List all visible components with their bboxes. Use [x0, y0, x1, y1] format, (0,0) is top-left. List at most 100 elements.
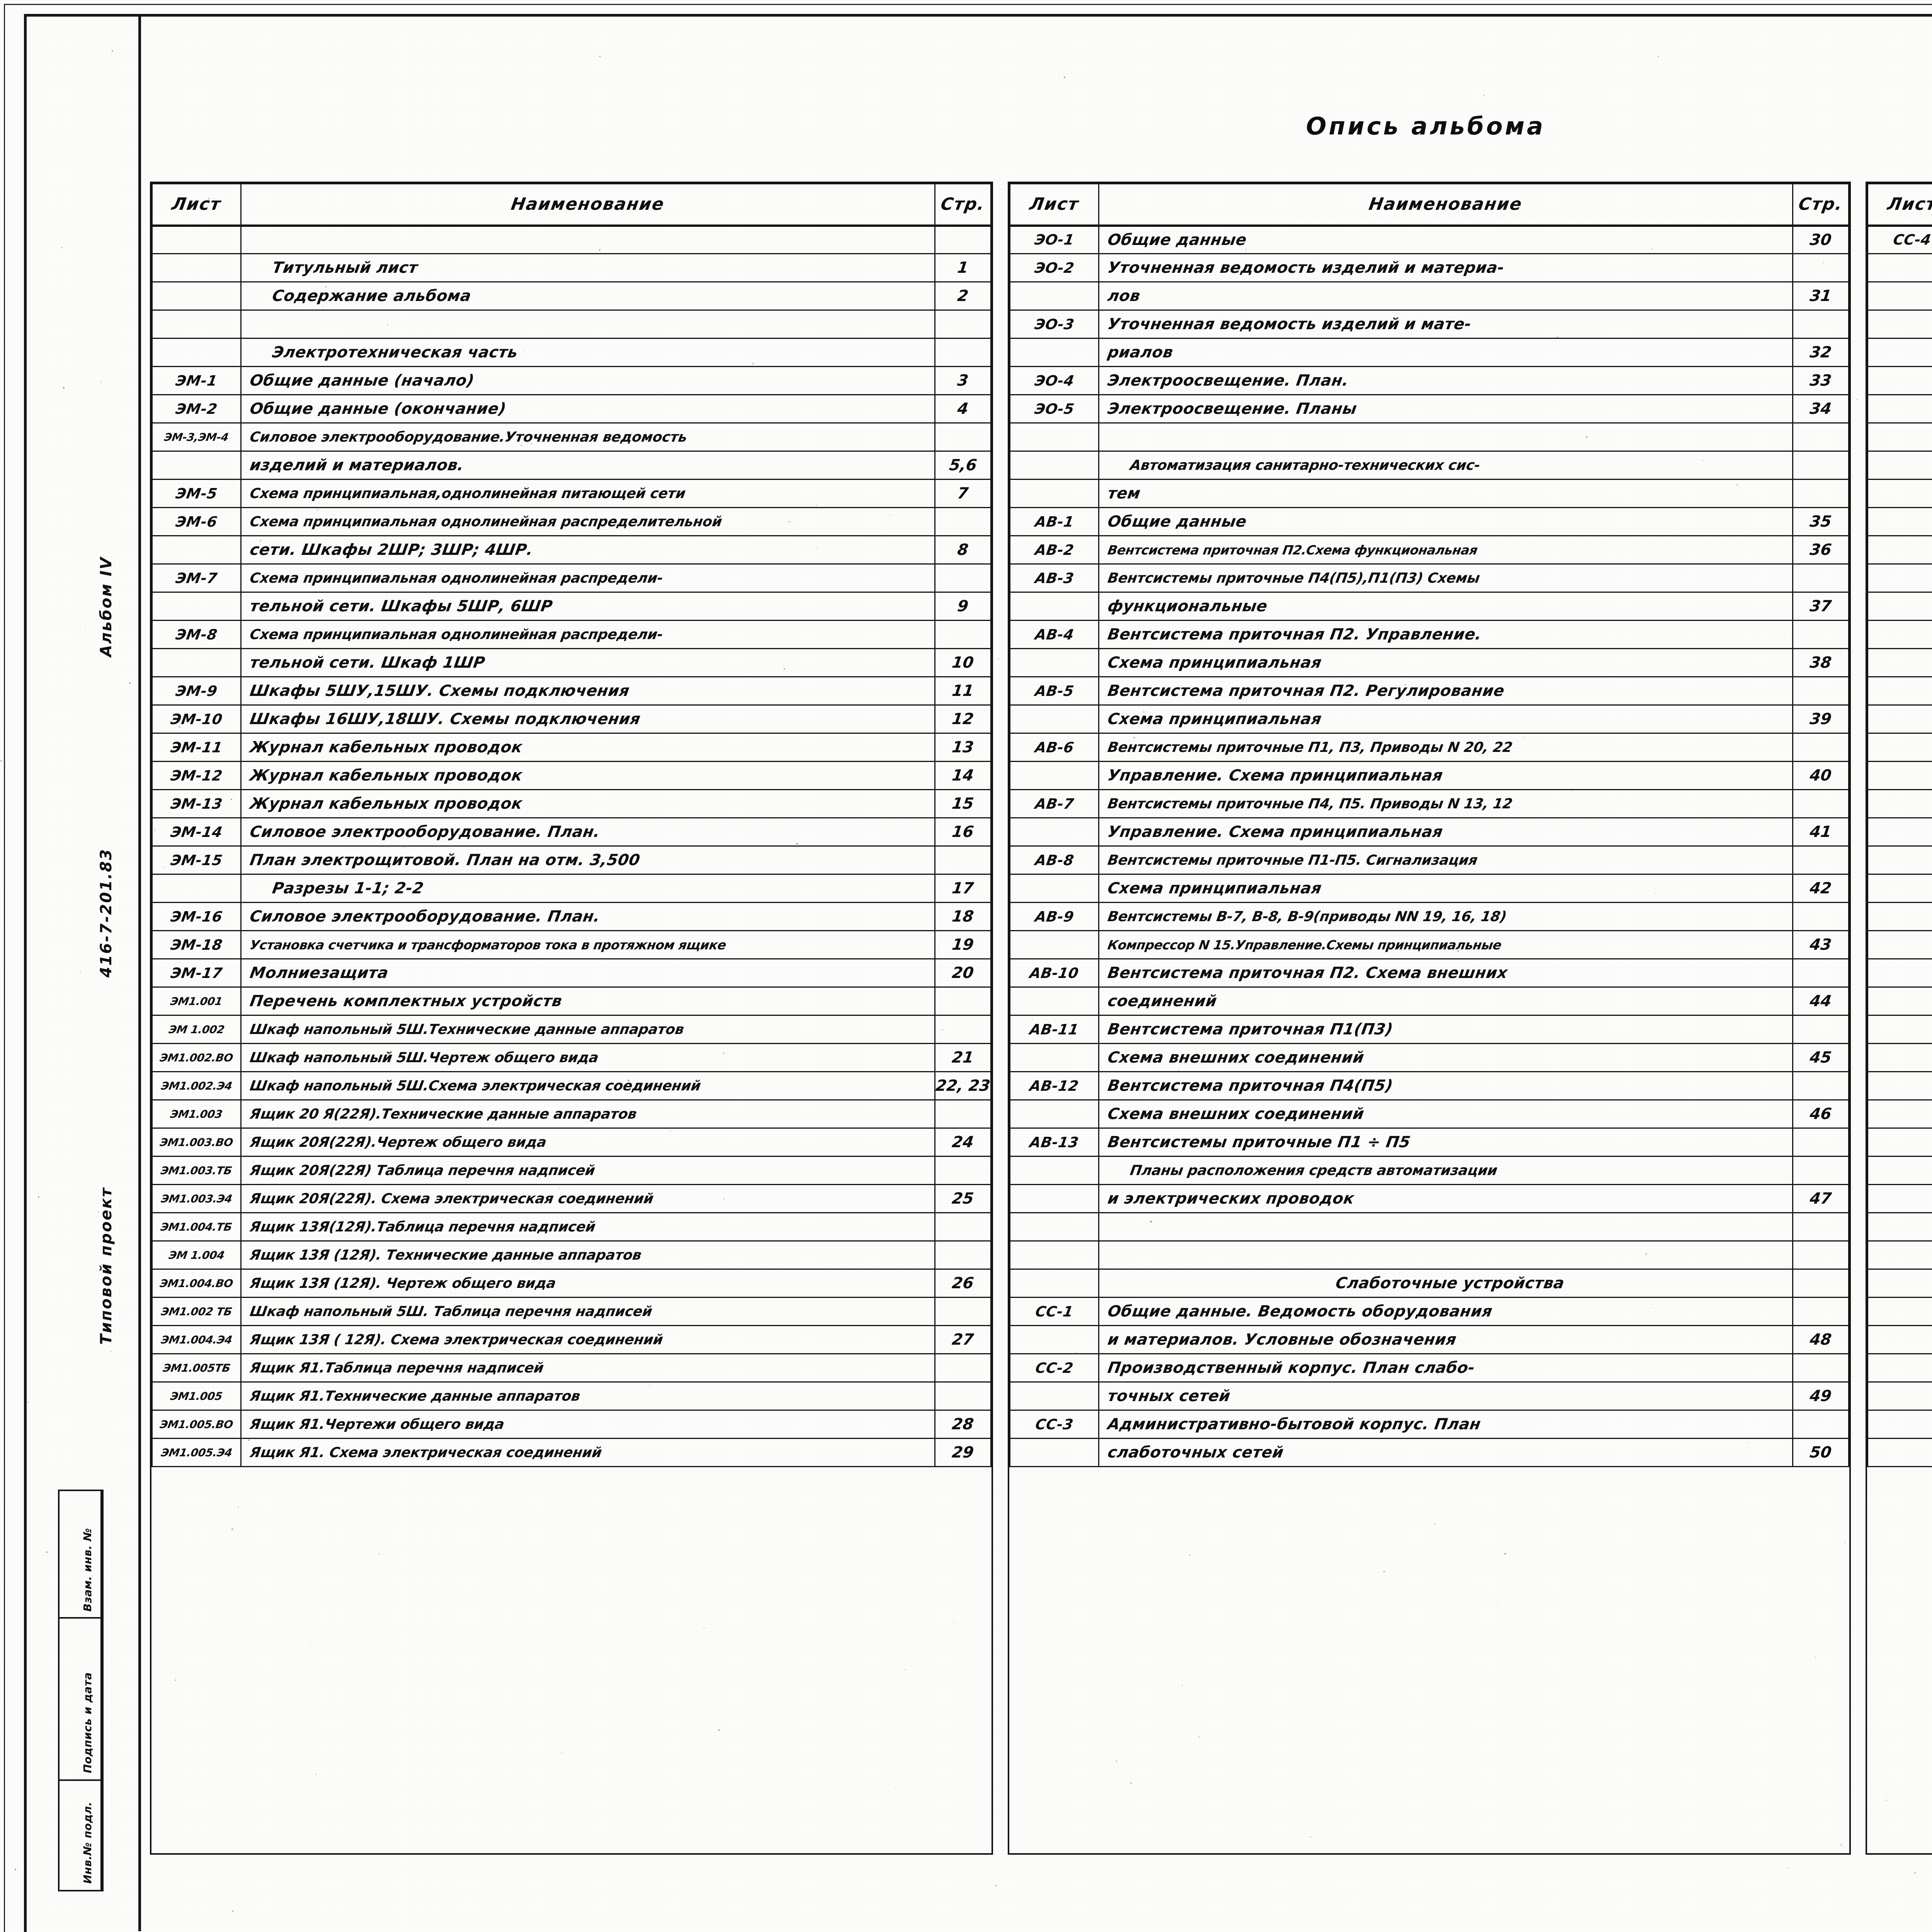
page-number-text: 17: [951, 879, 975, 897]
title-text: и материалов. Условные обозначения: [1106, 1331, 1458, 1349]
table-row: [1010, 1213, 1849, 1241]
cell-sheet-code: [1868, 762, 1932, 790]
cell-sheet-code: [1010, 874, 1099, 903]
cell-sheet-code: [1868, 959, 1932, 987]
cell-title: Шкаф напольный 5Ш.Технические данные апп…: [241, 1015, 935, 1044]
cell-page-number: [1793, 790, 1849, 818]
title-text: Вентсистемы приточные П1, П3, Приводы N …: [1107, 740, 1514, 755]
cell-sheet-code: [152, 254, 241, 282]
cell-sheet-code: ЭО-4: [1010, 367, 1099, 395]
cell-sheet-code: АВ-11: [1010, 1015, 1099, 1044]
title-text: Ящик 13Я (12Я). Чертеж общего вида: [249, 1276, 557, 1291]
cell-sheet-code: [1868, 1213, 1932, 1241]
title-text: Титульный лист: [271, 259, 419, 277]
contents-table-2: Лист Наименование Стр. ЭО-1 Общие данные 30 ЭО…: [1009, 183, 1849, 1467]
column-header-list: Лист: [152, 184, 241, 226]
title-text: Силовое электрооборудование.Уточненная в…: [249, 429, 688, 445]
title-text: Общие данные: [1106, 513, 1248, 531]
page-number-text: 39: [1809, 710, 1832, 728]
sheet-code-text: ЭО-5: [1033, 401, 1075, 417]
cell-sheet-code: ЭМ-8: [152, 621, 241, 649]
title-text: Вентсистема приточная П2.Схема функциона…: [1107, 543, 1479, 558]
sheet-code-text: ЭМ1.005.Э4: [160, 1446, 233, 1459]
title-text: Ящик Я1.Технические данные аппаратов: [249, 1388, 582, 1404]
title-text: Электроосвещение. Планы: [1106, 400, 1358, 418]
page-number-text: 43: [1809, 936, 1832, 954]
page-number-text: 50: [1809, 1444, 1832, 1461]
title-text: Ящик 13Я ( 12Я). Схема электрическая сое…: [249, 1332, 664, 1348]
cell-page-number: 34: [1793, 395, 1849, 423]
cell-title: соединений: [1099, 987, 1793, 1015]
cell-title: [1099, 1213, 1793, 1241]
cell-sheet-code: [1010, 451, 1099, 480]
table-row: ЭМ-2 Общие данные (окончание) 4: [152, 395, 991, 423]
title-text: Электротехническая часть: [271, 344, 519, 361]
cell-title: Ящик Я1. Схема электрическая соединений: [241, 1439, 935, 1467]
cell-title: Разрезы 1-1; 2-2: [241, 874, 935, 903]
cell-sheet-code: ЭМ-7: [152, 564, 241, 592]
cell-sheet-code: ЭМ-9: [152, 677, 241, 705]
table-row: [1868, 395, 1932, 423]
sheet-code-text: ЭМ-16: [169, 908, 223, 925]
page-title: Опись альбома: [1306, 112, 1545, 140]
table-row: [1868, 818, 1932, 846]
table-row: [1868, 1185, 1932, 1213]
cell-title: Шкаф напольный 5Ш. Таблица перечня надпи…: [241, 1298, 935, 1326]
cell-sheet-code: [1010, 592, 1099, 621]
table-row: лов 31: [1010, 282, 1849, 310]
table-row: [1868, 1439, 1932, 1467]
sheet-code-text: ЭМ1.001: [170, 995, 223, 1008]
table-row: [1868, 480, 1932, 508]
cell-sheet-code: [152, 451, 241, 480]
cell-sheet-code: ЭМ1.004.ВО: [152, 1269, 241, 1298]
table-row: Схема внешних соединений 46: [1010, 1100, 1849, 1128]
table-row: ЭМ-17 Молниезащита 20: [152, 959, 991, 987]
cell-sheet-code: АВ-1: [1010, 508, 1099, 536]
cell-sheet-code: ЭМ-17: [152, 959, 241, 987]
cell-sheet-code: [152, 226, 241, 254]
sheet-code-text: ЭМ-17: [169, 965, 223, 981]
cell-title: изделий и материалов.: [241, 451, 935, 480]
cell-sheet-code: [1010, 1044, 1099, 1072]
cell-sheet-code: [1868, 254, 1932, 282]
table-row: ЭМ-14 Силовое электрооборудование. План. 1…: [152, 818, 991, 846]
cell-title: Уточненная ведомость изделий и материа-: [1099, 254, 1793, 282]
cell-page-number: 41: [1793, 818, 1849, 846]
table-row: [152, 310, 991, 338]
sheet-code-text: АВ-3: [1034, 570, 1075, 587]
page-number-text: 3: [956, 372, 969, 389]
table-row: [1868, 1128, 1932, 1156]
page-number-text: 8: [956, 541, 969, 559]
title-text: изделий и материалов.: [248, 456, 465, 474]
title-text: точных сетей: [1106, 1387, 1231, 1405]
table-row: [1868, 1072, 1932, 1100]
sheet-code-text: АВ-4: [1034, 626, 1075, 643]
title-text: Ящик 13Я (12Я). Технические данные аппар…: [249, 1247, 643, 1263]
column-header-page-label: Стр.: [1797, 194, 1844, 214]
table-row: ЭМ1.003 Ящик 20 Я(22Я).Технические данные…: [152, 1100, 991, 1128]
cell-page-number: 47: [1793, 1185, 1849, 1213]
table-row: [1868, 1015, 1932, 1044]
cell-title: Вентсистема приточная П1(П3): [1099, 1015, 1793, 1044]
sheet-code-text: ЭМ1.003.ТБ: [160, 1164, 233, 1177]
cell-page-number: [935, 1156, 991, 1185]
sheet-code-text: ЭМ-5: [175, 485, 219, 502]
cell-sheet-code: [1868, 649, 1932, 677]
contents-table-1: Лист Наименование Стр. Титульный лист 1 Содер…: [151, 183, 992, 1467]
table-row: ЭМ-7 Схема принципиальная однолинейная ра…: [152, 564, 991, 592]
cell-page-number: [935, 1382, 991, 1410]
title-text: Производственный корпус. План слабо-: [1106, 1359, 1476, 1377]
page-number-text: 48: [1809, 1331, 1832, 1349]
title-text: тельной сети. Шкаф 1ШР: [248, 654, 486, 672]
cell-sheet-code: [1868, 508, 1932, 536]
sheet-code-text: АВ-7: [1034, 796, 1075, 812]
cell-sheet-code: [1868, 1185, 1932, 1213]
cell-sheet-code: [1868, 621, 1932, 649]
title-text: Вентсистемы приточные П1-П5. Сигнализаци…: [1107, 852, 1479, 868]
table-row: ЭМ-10 Шкафы 16ШУ,18ШУ. Схемы подключения 1…: [152, 705, 991, 733]
sheet-code-text: ЭМ-12: [169, 767, 223, 784]
table-row: [1868, 282, 1932, 310]
cell-page-number: 14: [935, 762, 991, 790]
table-row: [1868, 903, 1932, 931]
title-text: Планы расположения средств автоматизации: [1129, 1163, 1498, 1179]
